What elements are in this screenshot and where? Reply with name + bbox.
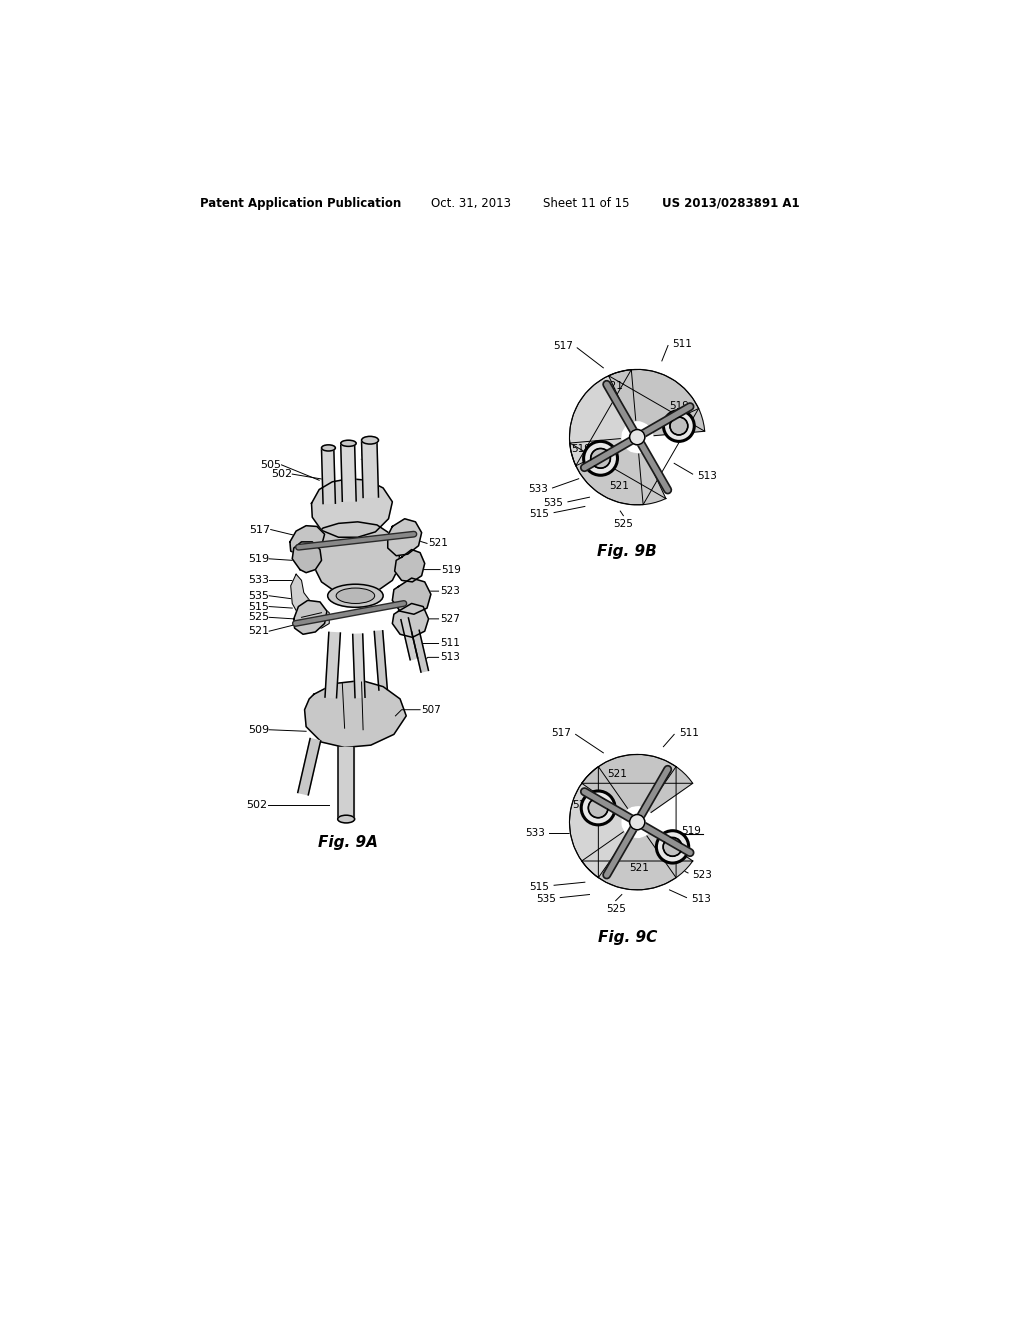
Polygon shape — [569, 767, 628, 878]
Text: 515: 515 — [529, 882, 550, 892]
Polygon shape — [401, 618, 418, 660]
Ellipse shape — [328, 585, 383, 607]
Text: 521: 521 — [248, 626, 269, 636]
Text: Oct. 31, 2013: Oct. 31, 2013 — [431, 197, 511, 210]
Text: 511: 511 — [673, 339, 692, 348]
Polygon shape — [569, 370, 636, 466]
Circle shape — [591, 449, 610, 469]
Text: 521: 521 — [429, 539, 449, 548]
Text: 519: 519 — [572, 800, 593, 810]
Polygon shape — [569, 370, 698, 504]
Text: 511: 511 — [440, 639, 460, 648]
Text: 515: 515 — [529, 510, 550, 519]
Polygon shape — [290, 525, 325, 554]
Ellipse shape — [338, 816, 354, 822]
Ellipse shape — [336, 589, 375, 603]
Text: 527: 527 — [440, 614, 460, 624]
Text: 517: 517 — [250, 524, 270, 535]
Text: 513: 513 — [440, 652, 460, 663]
Text: Sheet 11 of 15: Sheet 11 of 15 — [543, 197, 629, 210]
Polygon shape — [569, 438, 666, 504]
Circle shape — [656, 830, 689, 863]
Text: 517: 517 — [551, 727, 571, 738]
Text: 525: 525 — [613, 519, 633, 529]
Polygon shape — [298, 739, 321, 795]
Text: 525: 525 — [606, 904, 626, 913]
Polygon shape — [322, 449, 336, 503]
Circle shape — [630, 429, 645, 445]
Text: 533: 533 — [525, 828, 545, 838]
Polygon shape — [412, 631, 428, 672]
Ellipse shape — [341, 441, 356, 446]
Text: Fig. 9A: Fig. 9A — [317, 834, 378, 850]
Polygon shape — [341, 445, 356, 502]
Text: 521: 521 — [629, 863, 648, 874]
Text: 511: 511 — [679, 727, 698, 738]
Polygon shape — [291, 574, 330, 628]
Circle shape — [664, 837, 682, 857]
Text: 519: 519 — [248, 554, 269, 564]
Text: 507: 507 — [422, 705, 441, 714]
Text: 519: 519 — [670, 401, 689, 412]
Text: 525: 525 — [248, 612, 269, 622]
Text: 523: 523 — [440, 586, 460, 597]
Text: 509: 509 — [248, 725, 269, 735]
Text: 521: 521 — [603, 381, 624, 391]
Text: 505: 505 — [260, 459, 282, 470]
Polygon shape — [311, 479, 392, 537]
Circle shape — [670, 417, 688, 434]
Text: 523: 523 — [692, 870, 713, 879]
Circle shape — [630, 814, 645, 830]
Text: 533: 533 — [528, 484, 548, 495]
Polygon shape — [582, 755, 692, 812]
Polygon shape — [388, 519, 422, 556]
Polygon shape — [313, 521, 400, 595]
Ellipse shape — [361, 437, 379, 444]
Text: Fig. 9B: Fig. 9B — [597, 544, 657, 558]
Text: US 2013/0283891 A1: US 2013/0283891 A1 — [662, 197, 800, 210]
Text: 521: 521 — [607, 770, 627, 779]
Text: 503: 503 — [359, 453, 379, 462]
Text: 515: 515 — [248, 602, 269, 611]
Polygon shape — [392, 578, 431, 614]
Text: 502: 502 — [247, 800, 267, 810]
Text: 519: 519 — [681, 826, 701, 837]
Text: 519: 519 — [441, 565, 462, 574]
Polygon shape — [352, 634, 365, 697]
Circle shape — [589, 799, 608, 818]
Text: 513: 513 — [697, 471, 717, 480]
Text: 517: 517 — [553, 341, 573, 351]
Circle shape — [582, 791, 615, 825]
Polygon shape — [582, 832, 692, 890]
Text: 521: 521 — [609, 480, 630, 491]
Polygon shape — [325, 632, 340, 698]
Text: 535: 535 — [248, 591, 269, 601]
Text: 533: 533 — [248, 576, 269, 585]
Polygon shape — [339, 747, 354, 818]
Polygon shape — [608, 370, 705, 436]
Text: Patent Application Publication: Patent Application Publication — [200, 197, 401, 210]
Text: 535: 535 — [536, 894, 556, 904]
Ellipse shape — [322, 445, 336, 451]
Circle shape — [664, 411, 694, 441]
Polygon shape — [394, 549, 425, 582]
Text: Fig. 9C: Fig. 9C — [598, 931, 657, 945]
Polygon shape — [392, 603, 429, 638]
Text: 513: 513 — [691, 894, 711, 904]
Polygon shape — [294, 601, 327, 635]
Polygon shape — [292, 543, 322, 573]
Polygon shape — [361, 442, 379, 498]
Text: 502: 502 — [271, 469, 292, 479]
Text: 519: 519 — [571, 445, 591, 454]
Text: 535: 535 — [544, 499, 563, 508]
Circle shape — [584, 441, 617, 475]
Polygon shape — [375, 631, 387, 690]
Polygon shape — [304, 681, 407, 747]
Polygon shape — [569, 755, 676, 890]
